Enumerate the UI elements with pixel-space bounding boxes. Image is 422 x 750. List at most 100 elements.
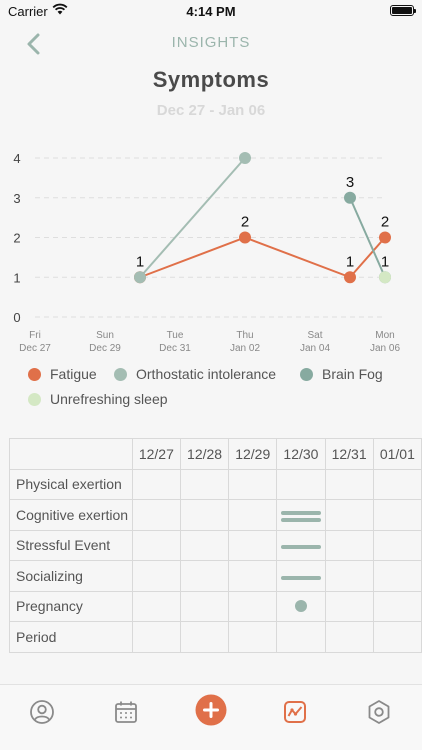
grid-row-label: Physical exertion [9,468,133,500]
grid-cell[interactable] [131,468,181,500]
grid-cell[interactable] [179,499,230,531]
grid-cell[interactable] [372,621,422,653]
grid-cell[interactable] [276,560,326,592]
x-tick-date: Jan 02 [230,343,260,354]
status-time: 4:14 PM [186,4,236,19]
grid-cell[interactable] [276,590,326,622]
grid-cell[interactable] [276,529,326,561]
grid-cell[interactable] [228,590,278,622]
grid-cell[interactable] [372,529,422,561]
grid-cell[interactable] [276,499,326,531]
chevron-left-icon [27,33,40,55]
grid-date-header: 01/01 [372,438,422,470]
grid-cell[interactable] [179,560,230,592]
grid-cell[interactable] [131,560,181,592]
legend-label: Fatigue [50,366,97,382]
symptoms-line-chart: 0 1 2 3 4 Fri Dec 27 Sun Dec 29 Tue Dec 31 Thu Jan 0… [13,151,400,354]
tab-profile[interactable] [27,697,57,727]
grid-cell[interactable] [179,529,230,561]
grid-row: Period [9,621,422,653]
grid-cell[interactable] [324,621,374,653]
y-tick-label: 4 [13,151,20,166]
x-tick-day: Thu [236,330,253,341]
grid-date-header: 12/30 [276,438,326,470]
y-tick-label: 0 [13,310,20,325]
data-label: 2 [241,214,249,231]
tab-calendar[interactable] [111,697,141,727]
add-entry-button[interactable] [195,694,227,726]
x-tick-day: Tue [167,330,184,341]
x-tick-day: Sun [96,330,114,341]
series-line [139,157,246,278]
grid-cell[interactable] [324,529,374,561]
grid-date-header: 12/31 [324,438,374,470]
grid-cell[interactable] [228,529,278,561]
grid-row: Cognitive exertion [9,499,422,531]
grid-date-header: 12/29 [228,438,278,470]
series-line [349,197,386,278]
hexagon-icon [368,700,390,724]
x-tick-date: Dec 29 [89,343,121,354]
x-tick-day: Mon [375,330,394,341]
grid-header-row: 12/27 12/28 12/29 12/30 12/31 01/01 [9,438,422,470]
grid-cell[interactable] [372,590,422,622]
grid-row-label: Socializing [9,560,133,592]
grid-cell[interactable] [131,621,181,653]
tab-insights[interactable] [280,697,310,727]
grid-cell[interactable] [131,529,181,561]
grid-cell[interactable] [131,499,181,531]
chart-icon [284,701,306,723]
grid-cell[interactable] [324,499,374,531]
grid-row-label: Stressful Event [9,529,133,561]
y-tick-label: 3 [13,191,20,206]
y-tick-label: 1 [13,270,20,285]
y-tick-label: 2 [13,231,20,246]
user-icon [30,700,54,724]
grid-cell[interactable] [228,560,278,592]
tab-settings[interactable] [364,697,394,727]
grid-cell[interactable] [324,590,374,622]
x-tick-day: Sat [307,330,322,341]
grid-date-header: 12/27 [131,438,181,470]
data-point [344,271,356,284]
activity-bar [281,511,321,515]
legend-label: Orthostatic intolerance [136,366,277,382]
wifi-icon [52,3,68,18]
grid-row-label: Period [9,621,133,653]
activity-grid: 12/27 12/28 12/29 12/30 12/31 01/01 Physical … [9,438,422,654]
grid-row: Stressful Event [9,529,422,561]
grid-cell[interactable] [228,621,278,653]
grid-cell[interactable] [179,590,230,622]
data-point [379,231,391,244]
grid-row: Physical exertion [9,468,422,500]
status-bar: Carrier 4:14 PM [0,0,422,22]
legend-label: Brain Fog [322,366,383,382]
grid-cell[interactable] [131,590,181,622]
grid-cell[interactable] [179,621,230,653]
grid-row: Socializing [9,560,422,592]
legend-item-fatigue[interactable]: Fatigue [28,366,97,382]
grid-cell[interactable] [324,560,374,592]
grid-corner-cell [9,438,133,470]
x-tick-day: Fri [29,330,41,341]
grid-cell[interactable] [372,560,422,592]
legend-item-unrefreshing-sleep[interactable]: Unrefreshing sleep [28,391,168,407]
grid-cell[interactable] [228,499,278,531]
grid-cell[interactable] [276,621,326,653]
legend-item-brain-fog[interactable]: Brain Fog [300,366,383,382]
grid-cell[interactable] [372,499,422,531]
grid-cell[interactable] [228,468,278,500]
legend-dot [300,367,313,381]
grid-cell[interactable] [372,468,422,500]
x-tick-date: Dec 27 [19,343,51,354]
x-tick-date: Jan 06 [370,343,400,354]
nav-title: INSIGHTS [171,34,251,51]
legend-item-orthostatic-intolerance[interactable]: Orthostatic intolerance [114,366,276,382]
grid-date-header: 12/28 [179,438,230,470]
back-button[interactable] [20,30,48,58]
grid-cell[interactable] [324,468,374,500]
activity-bar [281,545,321,549]
data-point [344,191,356,204]
grid-cell[interactable] [179,468,230,500]
grid-cell[interactable] [276,468,326,500]
